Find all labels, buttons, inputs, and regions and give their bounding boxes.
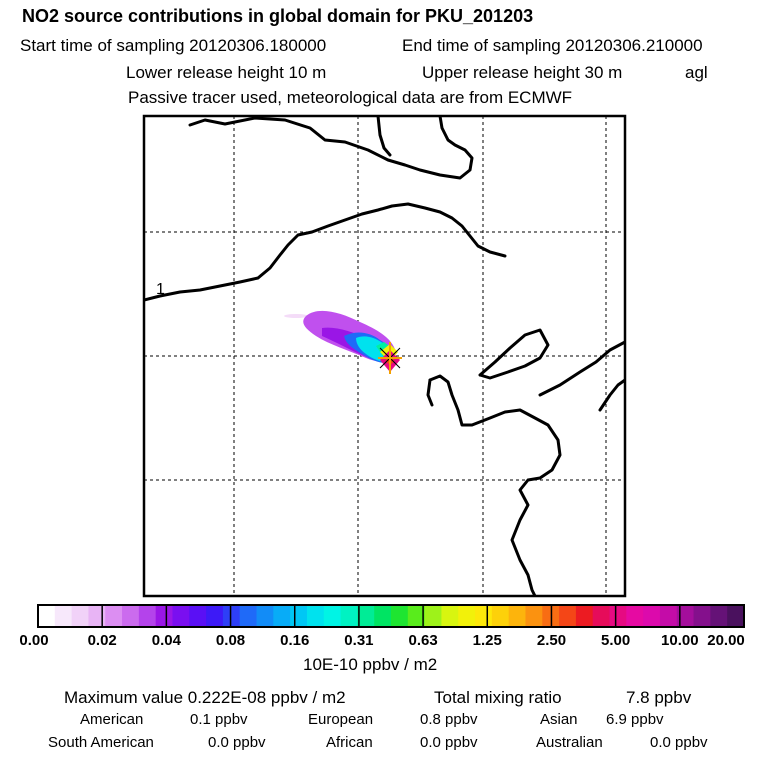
- region-name: Asian: [540, 711, 578, 728]
- total-mixing-ratio-label: Total mixing ratio: [434, 688, 562, 707]
- lower-release-height-label: Lower release height 10 m: [126, 63, 327, 82]
- contour-label: 1: [156, 281, 165, 298]
- receptor-marker: [378, 342, 402, 374]
- start-time-label: Start time of sampling 20120306.180000: [20, 36, 327, 55]
- map-frame: [142, 114, 627, 598]
- concentration-plume: [284, 310, 400, 372]
- colorbar-tick-label: 0.02: [87, 632, 117, 649]
- colorbar-tick-label: 0.00: [19, 632, 49, 649]
- colorbar-tick-label: 0.08: [215, 632, 246, 649]
- colorbar-tick-label: 20.00: [707, 632, 745, 649]
- coastlines: [144, 116, 625, 596]
- colorbar-tick-label: 0.63: [408, 632, 438, 649]
- colorbar-tick-label: 1.25: [472, 632, 502, 649]
- region-value: 0.0 ppbv: [208, 734, 266, 751]
- colorbar-tick-label: 2.50: [536, 632, 567, 649]
- maximum-value: Maximum value 0.222E-08 ppbv / m2: [64, 688, 346, 707]
- region-value: 0.1 ppbv: [190, 711, 248, 728]
- total-mixing-ratio-value: 7.8 ppbv: [626, 688, 692, 707]
- region-name: South American: [48, 734, 154, 751]
- colorbar-tick-label: 0.16: [280, 632, 310, 649]
- upper-release-height-label: Upper release height 30 m: [422, 63, 623, 82]
- agl-label: agl: [685, 63, 708, 82]
- region-name: African: [326, 734, 373, 751]
- region-value: 0.8 ppbv: [420, 711, 478, 728]
- region-name: American: [80, 711, 144, 728]
- region-value: 0.0 ppbv: [650, 734, 708, 751]
- region-name: Australian: [536, 734, 603, 751]
- colorbar-tick-label: 0.31: [344, 632, 374, 649]
- tracer-info-line: Passive tracer used, meteorological data…: [128, 88, 573, 107]
- colorbar-tick-label: 0.04: [151, 632, 181, 649]
- region-name: European: [308, 711, 374, 728]
- region-value: 6.9 ppbv: [606, 711, 664, 728]
- page-title: NO2 source contributions in global domai…: [22, 6, 534, 26]
- end-time-label: End time of sampling 20120306.210000: [402, 36, 703, 55]
- region-value: 0.0 ppbv: [420, 734, 478, 751]
- colorbar-tick-label: 10.00: [661, 632, 699, 649]
- colorbar-unit: 10E-10 ppbv / m2: [303, 655, 438, 674]
- colorbar-tick-label: 5.00: [601, 632, 631, 649]
